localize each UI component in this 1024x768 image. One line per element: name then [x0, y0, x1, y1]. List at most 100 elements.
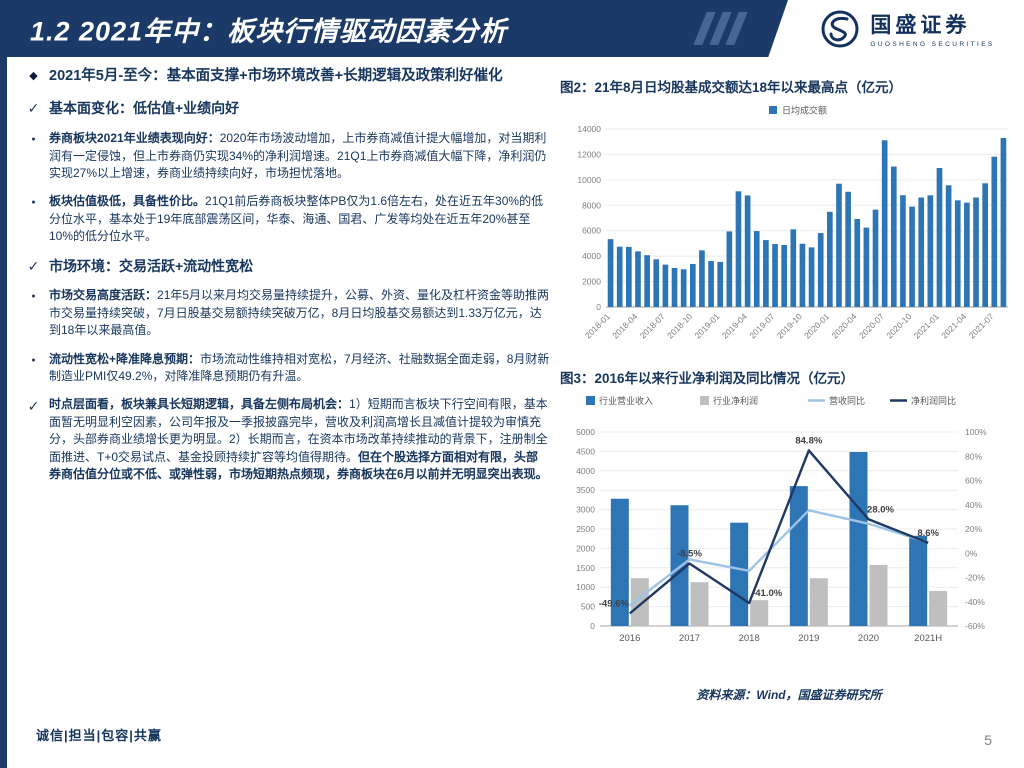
svg-text:4500: 4500 [576, 446, 595, 456]
logo-text-en: GUOSHENG SECURITIES [870, 41, 995, 48]
chart2-title: 图2：21年8月日均股基成交额达18年以来最高点（亿元） [560, 80, 903, 95]
svg-text:2018-10: 2018-10 [665, 311, 694, 340]
logo-icon [821, 10, 859, 47]
svg-text:3500: 3500 [576, 485, 595, 495]
svg-text:2019-10: 2019-10 [775, 311, 804, 340]
svg-text:2018: 2018 [739, 633, 760, 644]
svg-text:-20%: -20% [965, 573, 985, 583]
svg-text:2021-07: 2021-07 [967, 311, 996, 340]
svg-text:80%: 80% [965, 451, 982, 461]
text-column: ◆ 2021年5月-至今：基本面支撑+市场环境改善+长期逻辑及政策利好催化 ✓ 基本面… [26, 66, 550, 495]
svg-text:2021H: 2021H [914, 633, 942, 644]
logo-text-cn: 国盛证券 [870, 13, 971, 37]
header: 1.2 2021年中：板块行情驱动因素分析 国盛证券 GUOSHENG SECU… [0, 0, 1024, 57]
bullet-text: 基本面变化：低估值+业绩向好 [49, 100, 240, 117]
svg-text:-60%: -60% [965, 621, 985, 631]
svg-text:3000: 3000 [576, 505, 595, 515]
svg-text:2018-04: 2018-04 [610, 311, 639, 340]
svg-text:2019-04: 2019-04 [720, 311, 749, 340]
chart3-title: 图3：2016年以来行业净利润及同比情况（亿元） [560, 371, 855, 386]
svg-text:2020-10: 2020-10 [884, 311, 913, 340]
charts-column: 图2：21年8月日均股基成交额达18年以来最高点（亿元） 0 2000 4000 60… [560, 76, 1018, 703]
check-bullet-icon: ✓ [27, 398, 40, 415]
svg-text:2020: 2020 [858, 633, 879, 644]
svg-text:-8.5%: -8.5% [677, 549, 702, 560]
dot-bullet-icon: ● [31, 356, 36, 364]
svg-text:行业营业收入: 行业营业收入 [599, 395, 653, 406]
figure-2: 图2：21年8月日均股基成交额达18年以来最高点（亿元） 0 2000 4000 60… [560, 76, 1018, 361]
dot-bullet-icon: ● [31, 293, 36, 301]
logo-text: 国盛证券 GUOSHENG SECURITIES [870, 9, 994, 48]
chart3-bars [610, 451, 948, 626]
svg-text:1500: 1500 [576, 563, 595, 573]
svg-text:6000: 6000 [582, 226, 601, 236]
svg-text:净利润同比: 净利润同比 [911, 395, 956, 406]
svg-text:100%: 100% [965, 427, 987, 437]
svg-text:0: 0 [596, 302, 601, 312]
svg-text:2019: 2019 [798, 633, 819, 644]
chart3-grid [600, 431, 958, 627]
svg-text:2020-04: 2020-04 [830, 311, 859, 340]
bullet-text: 时点层面看，板块兼具长短期逻辑，具备左侧布局机会：1）短期而言板块下行空间有限，… [49, 397, 548, 481]
bullet-item: ● 流动性宽松+降准降息预期：市场流动性维持相对宽松，7月经济、社融数据全面走弱，… [26, 351, 550, 386]
bullet-text: 板块估值极低，具备性价比。21Q1前后券商板块整体PB仅为1.6倍左右，处在近五… [49, 194, 544, 244]
svg-text:2020-01: 2020-01 [802, 311, 831, 340]
svg-text:-49.6%: -49.6% [599, 598, 630, 609]
bullet-text: 2021年5月-至今：基本面支撑+市场环境改善+长期逻辑及政策利好催化 [49, 68, 503, 84]
chart3-axis-labels: 0 500 1000 1500 2000 2500 3000 3500 4000 4500 5000… [576, 427, 987, 644]
series-营收同比 [629, 509, 929, 607]
header-decoration [693, 12, 748, 45]
left-edge-stripe [0, 57, 7, 768]
svg-text:5000: 5000 [576, 427, 595, 437]
svg-text:500: 500 [581, 602, 595, 612]
bullet-item: ◆ 2021年5月-至今：基本面支撑+市场环境改善+长期逻辑及政策利好催化 [26, 66, 550, 86]
check-bullet-icon: ✓ [27, 100, 40, 117]
svg-text:14000: 14000 [577, 124, 601, 134]
bullet-item: ● 板块估值极低，具备性价比。21Q1前后券商板块整体PB仅为1.6倍左右，处在近… [26, 193, 550, 245]
svg-text:12000: 12000 [577, 149, 601, 159]
check-bullet-icon: ✓ [27, 257, 40, 274]
header-banner [0, 0, 788, 57]
chart2-legend: 日均成交额 [769, 105, 827, 116]
svg-text:0: 0 [590, 621, 595, 631]
chart3-lines: -49.6% -8.5% -41.0% 84.8% 28.0% 8.6% [599, 435, 940, 615]
figure-3: 图3：2016年以来行业净利润及同比情况（亿元） 0 500 1000 1500 200… [560, 367, 1018, 680]
series-净利润同比 [629, 449, 929, 615]
chart2-svg: 020004000600080001000012000140002018-012… [577, 105, 1008, 340]
svg-text:84.8%: 84.8% [795, 435, 822, 446]
diamond-bullet-icon: ◆ [29, 70, 38, 82]
svg-text:营收同比: 营收同比 [829, 395, 865, 406]
svg-text:2020-07: 2020-07 [857, 311, 886, 340]
svg-text:20%: 20% [965, 524, 982, 534]
footer-motto: 诚信|担当|包容|共赢 [36, 728, 162, 743]
logo: 国盛证券 GUOSHENG SECURITIES [790, 0, 1024, 57]
dot-bullet-icon: ● [31, 136, 36, 144]
svg-text:2017: 2017 [679, 633, 700, 644]
svg-text:8000: 8000 [582, 200, 601, 210]
svg-text:2018-01: 2018-01 [583, 311, 612, 340]
svg-text:行业净利润: 行业净利润 [713, 395, 758, 406]
svg-text:1000: 1000 [576, 582, 595, 592]
svg-text:28.0%: 28.0% [867, 504, 894, 515]
page-number: 5 [984, 732, 992, 748]
svg-text:4000: 4000 [576, 466, 595, 476]
svg-text:2016: 2016 [619, 633, 640, 644]
svg-text:40%: 40% [965, 500, 982, 510]
bullet-text: 券商板块2021年业绩表现向好：2020年市场波动增加，上市券商减值计提大幅增加… [49, 131, 547, 180]
dot-bullet-icon: ● [31, 199, 36, 207]
svg-text:-41.0%: -41.0% [752, 588, 783, 599]
bullet-item: ✓ 基本面变化：低估值+业绩向好 [26, 99, 550, 118]
svg-text:2021-01: 2021-01 [912, 311, 941, 340]
svg-text:2018-07: 2018-07 [638, 311, 667, 340]
chart3-svg: 0 500 1000 1500 2000 2500 3000 3500 4000 4500 5000… [576, 395, 987, 644]
bullet-list: ◆ 2021年5月-至今：基本面支撑+市场环境改善+长期逻辑及政策利好催化 ✓ 基本面… [26, 66, 550, 495]
svg-text:2500: 2500 [576, 524, 595, 534]
svg-text:4000: 4000 [582, 251, 601, 261]
svg-text:-40%: -40% [965, 597, 985, 607]
bullet-item: ✓ 时点层面看，板块兼具长短期逻辑，具备左侧布局机会：1）短期而言板块下行空间有限… [26, 396, 550, 483]
svg-text:2019-07: 2019-07 [747, 311, 776, 340]
svg-text:10000: 10000 [577, 175, 601, 185]
source-note: 资料来源：Wind，国盛证券研究所 [696, 688, 882, 702]
chart2-bars [607, 138, 1007, 307]
